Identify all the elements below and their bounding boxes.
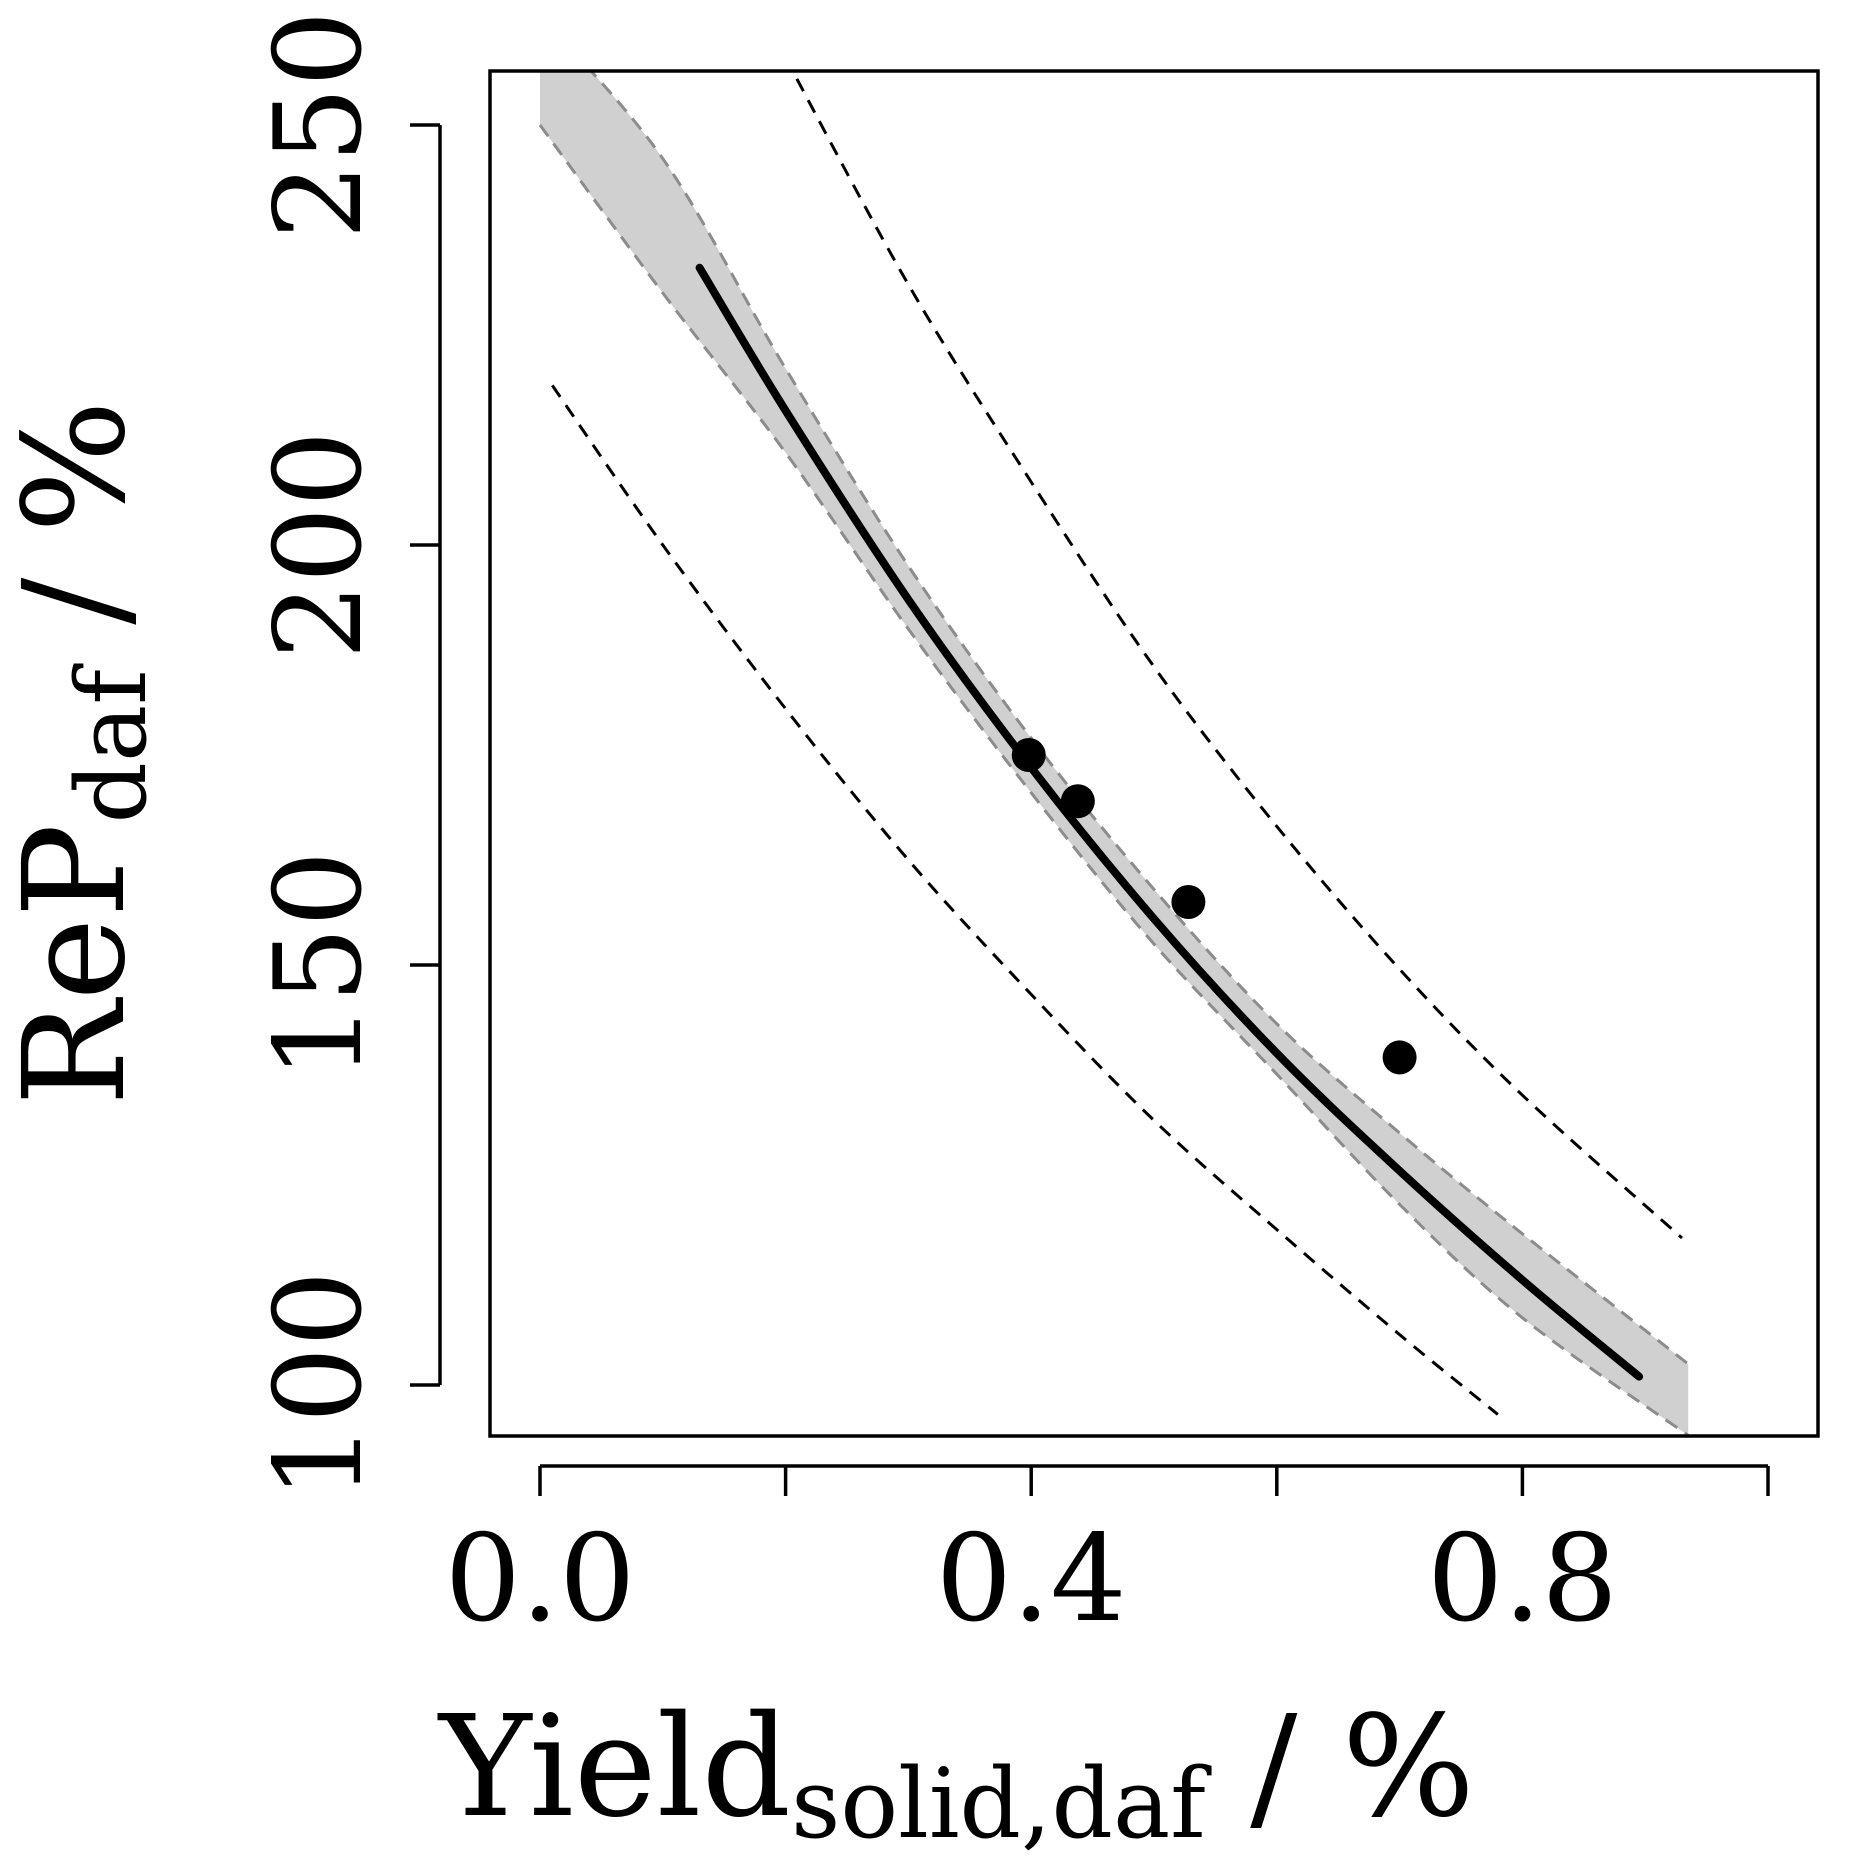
data-point-2 — [1060, 784, 1095, 819]
y-tick-label-1: 150 — [250, 850, 389, 1079]
x-tick-label-2: 0.4 — [936, 1510, 1127, 1649]
plot-area — [538, 71, 1690, 1436]
axis-labels: Yieldsolid,daf / % RePdaf / % — [0, 400, 1475, 1860]
y-axis-title-main: ReP — [0, 823, 157, 1105]
x-tick-label-0: 0.0 — [445, 1510, 636, 1649]
plot-frame — [488, 69, 1820, 1438]
data-point-4 — [1382, 1040, 1417, 1075]
confidence-band-lower — [538, 124, 1690, 1436]
y-tick-label-0: 100 — [250, 1270, 389, 1499]
fit-line — [695, 263, 1644, 1381]
prediction-interval-upper — [790, 71, 1684, 1240]
confidence-band-fill — [540, 71, 1689, 1436]
x-axis-title-subscript: solid,daf — [791, 1748, 1212, 1860]
x-tick-label-4: 0.8 — [1427, 1510, 1618, 1649]
x-axis-title-main: Yield — [437, 1686, 791, 1849]
data-point-3 — [1171, 885, 1206, 919]
confidence-band-upper — [588, 71, 1690, 1366]
y-axis-title-subscript: daf — [56, 663, 168, 824]
prediction-interval-lower — [551, 384, 1499, 1416]
x-axis-title: Yieldsolid,daf / % — [437, 1686, 1475, 1860]
x-axis-title-suffix: / % — [1206, 1686, 1475, 1849]
y-axis-title-suffix: / % — [0, 400, 157, 669]
data-point-1 — [1011, 738, 1046, 772]
y-tick-label-2: 200 — [250, 430, 389, 659]
y-tick-label-3: 250 — [250, 10, 389, 239]
axes: 0.0 0.4 0.8 100 150 200 250 — [250, 10, 1820, 1649]
y-axis-title: RePdaf / % — [0, 400, 168, 1106]
